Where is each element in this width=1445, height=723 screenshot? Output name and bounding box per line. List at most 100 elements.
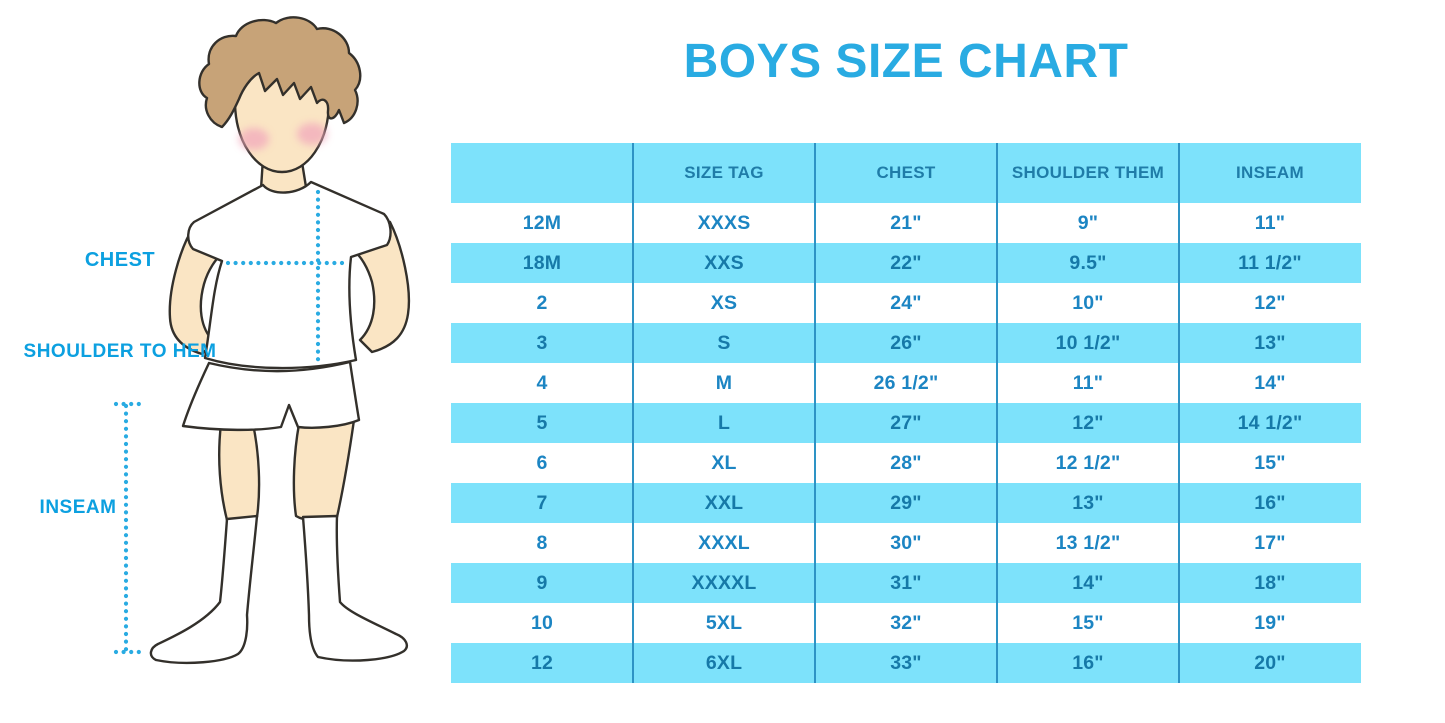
chest-label: CHEST (84, 249, 156, 271)
column-divider (632, 143, 634, 683)
table-cell: XXXS (697, 211, 751, 234)
table-cell: 19" (1254, 611, 1286, 634)
table-row: 5 L 27" 12" 14 1/2" (451, 403, 1361, 443)
boy-hair (198, 16, 362, 129)
table-cell: 6 (536, 451, 548, 474)
table-cell: 21" (890, 211, 922, 234)
table-cell: 33" (890, 651, 922, 674)
table-cell: 13 1/2" (1055, 531, 1121, 554)
table-cell: M (715, 371, 733, 394)
table-cell: 9 (536, 571, 548, 594)
table-row: 4 M 26 1/2" 11" 14" (451, 363, 1361, 403)
table-cell: 17" (1254, 531, 1286, 554)
table-cell: 13" (1254, 331, 1286, 354)
table-cell: 12 (530, 651, 554, 674)
table-cell: 26 1/2" (873, 371, 939, 394)
table-cell: 7 (536, 491, 548, 514)
table-cell: 12 1/2" (1055, 451, 1121, 474)
table-cell: 6XL (705, 651, 743, 674)
table-cell: 2 (536, 291, 548, 314)
table-cell: 16" (1072, 651, 1104, 674)
table-cell: 5 (536, 411, 548, 434)
header-cell: CHEST (876, 163, 936, 182)
size-table: SIZE TAG CHEST SHOULDER THEM INSEAM 12M XXXS… (451, 143, 1361, 683)
table-row: 6 XL 28" 12 1/2" 15" (451, 443, 1361, 483)
column-divider (1178, 143, 1180, 683)
table-cell: 11 1/2" (1238, 251, 1302, 274)
shoulder-to-hem-label: SHOULDER TO HEM (23, 341, 217, 362)
table-row: 7 XXL 29" 13" 16" (451, 483, 1361, 523)
table-cell: XXS (704, 251, 744, 274)
table-cell: 10 (530, 611, 554, 634)
table-cell: 20" (1254, 651, 1286, 674)
table-cell: XL (711, 451, 737, 474)
header-cell (451, 143, 633, 203)
table-cell: 9.5" (1069, 251, 1107, 274)
boy-illustration (113, 16, 411, 665)
table-cell: 5XL (705, 611, 743, 634)
boy-left-leg (218, 422, 261, 523)
table-cell: 8 (536, 531, 548, 554)
table-cell: 29" (890, 491, 922, 514)
table-row: 3 S 26" 10 1/2" 13" (451, 323, 1361, 363)
header-cell: SHOULDER THEM (1011, 163, 1165, 182)
table-cell: 11" (1254, 211, 1286, 234)
table-cell: 27" (890, 411, 922, 434)
table-cell: 15" (1072, 611, 1104, 634)
page-title: BOYS SIZE CHART (683, 35, 1129, 88)
table-cell: 3 (536, 331, 548, 354)
table-cell: 15" (1254, 451, 1286, 474)
boy-right-arm (351, 220, 411, 354)
column-divider (814, 143, 816, 683)
table-cell: 16" (1254, 491, 1286, 514)
header-cell: INSEAM (1236, 163, 1304, 182)
table-row: 10 5XL 32" 15" 19" (451, 603, 1361, 643)
table-cell: 12M (522, 211, 562, 234)
boy-tshirt (187, 180, 392, 370)
table-cell: 14" (1254, 371, 1286, 394)
table-cell: 18" (1254, 571, 1286, 594)
table-cell: XS (710, 291, 738, 314)
table-row: 9 XXXXL 31" 14" 18" (451, 563, 1361, 603)
size-table-header: SIZE TAG CHEST SHOULDER THEM INSEAM (451, 143, 1361, 203)
table-cell: 10" (1072, 291, 1104, 314)
table-row: 2 XS 24" 10" 12" (451, 283, 1361, 323)
table-row: 12 6XL 33" 16" 20" (451, 643, 1361, 683)
column-divider (996, 143, 998, 683)
table-cell: 4 (536, 371, 548, 394)
header-cell: SIZE TAG (684, 163, 764, 182)
boy-right-leg (292, 418, 356, 522)
table-cell: 9" (1077, 211, 1099, 234)
table-cell: 28" (890, 451, 922, 474)
boy-blush-right (297, 123, 327, 145)
boy-left-sock (149, 514, 259, 665)
table-cell: 12" (1072, 411, 1104, 434)
table-cell: 22" (890, 251, 922, 274)
inseam-label: INSEAM (39, 497, 117, 518)
boy-right-sock (301, 514, 408, 662)
table-cell: 26" (890, 331, 922, 354)
table-cell: 31" (890, 571, 922, 594)
table-cell: 30" (890, 531, 922, 554)
table-cell: 32" (890, 611, 922, 634)
boy-blush-left (239, 128, 269, 150)
table-cell: 14 1/2" (1237, 411, 1303, 434)
table-cell: 12" (1254, 291, 1286, 314)
table-row: 12M XXXS 21" 9" 11" (451, 203, 1361, 243)
size-table-body: 12M XXXS 21" 9" 11" 18M XXS 22" 9.5" 11 1/2" 2 XS 24… (451, 203, 1361, 683)
table-cell: 14" (1072, 571, 1104, 594)
table-cell: XXXXL (691, 571, 757, 594)
table-cell: 13" (1072, 491, 1104, 514)
table-cell: XXL (704, 491, 744, 514)
table-cell: XXXL (698, 531, 750, 554)
table-cell: 10 1/2" (1055, 331, 1121, 354)
table-cell: L (717, 411, 731, 434)
table-cell: 24" (890, 291, 922, 314)
table-row: 8 XXXL 30" 13 1/2" 17" (451, 523, 1361, 563)
boy-shorts (181, 360, 361, 432)
table-row: 18M XXS 22" 9.5" 11 1/2" (451, 243, 1361, 283)
table-cell: S (717, 331, 731, 354)
table-cell: 11" (1072, 371, 1104, 394)
table-cell: 18M (522, 251, 562, 274)
